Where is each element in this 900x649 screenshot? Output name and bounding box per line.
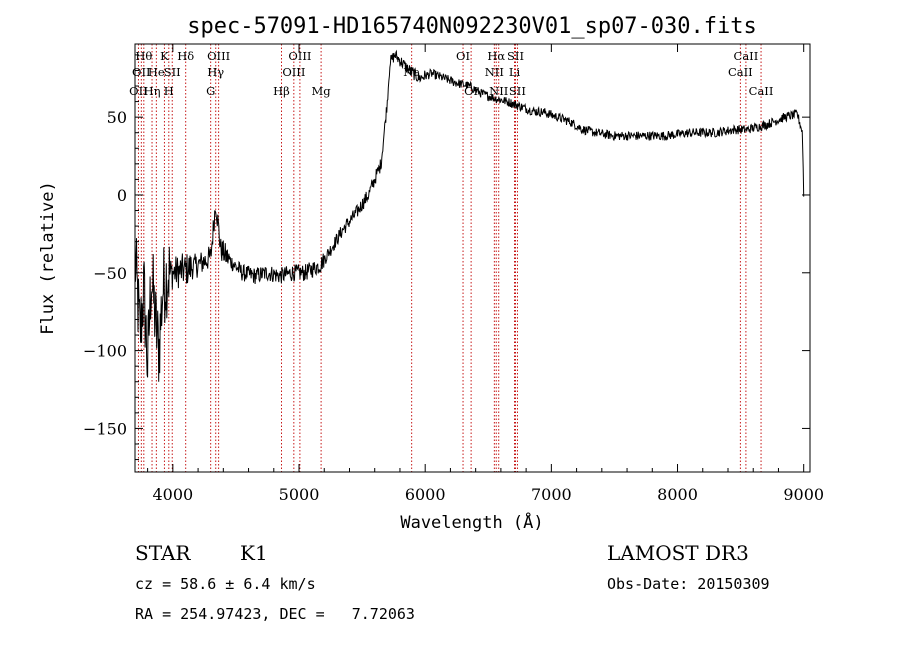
y-tick-label: −150 bbox=[83, 419, 127, 438]
spectral-line-label: Hα bbox=[487, 49, 505, 63]
spectral-line-label: OIII bbox=[207, 49, 230, 63]
spectral-line-label: G bbox=[206, 84, 215, 98]
spectral-line-label: OIII bbox=[282, 65, 305, 79]
spectral-line-label: SII bbox=[164, 65, 181, 79]
spectral-line-label: Mg bbox=[312, 84, 332, 98]
spectral-line-label: NII bbox=[485, 65, 504, 79]
obs-date: Obs-Date: 20150309 bbox=[607, 575, 770, 593]
x-axis-label: Wavelength (Å) bbox=[400, 511, 543, 533]
object-class: STAR bbox=[135, 541, 191, 565]
spectral-line-label: Hη bbox=[144, 84, 161, 98]
x-tick-label: 7000 bbox=[531, 485, 572, 504]
spectral-line-label: SII bbox=[507, 49, 524, 63]
y-axis-label: Flux (relative) bbox=[38, 181, 58, 335]
chart-title: spec-57091-HD165740N092230V01_sp07-030.f… bbox=[187, 14, 757, 39]
spectral-line-label: NII bbox=[489, 84, 508, 98]
spectral-line-label: OII bbox=[129, 84, 148, 98]
x-axis-ticks: 4000 5000 6000 7000 8000 9000 bbox=[147, 44, 824, 504]
x-tick-label: 5000 bbox=[279, 485, 320, 504]
spectral-line-markers bbox=[137, 44, 762, 472]
spectral-line-label: Li bbox=[509, 65, 521, 79]
spectral-line-label: Hθ bbox=[135, 49, 152, 63]
spectral-line-label: CaII bbox=[734, 49, 759, 63]
x-tick-label: 4000 bbox=[152, 485, 193, 504]
spectral-line-label: He bbox=[148, 65, 165, 79]
object-subclass: K1 bbox=[240, 541, 268, 565]
spectral-line-label: K bbox=[160, 49, 169, 63]
spectral-line-label: Hβ bbox=[273, 84, 290, 98]
spectral-line-label: Hγ bbox=[207, 65, 224, 79]
y-tick-label: 50 bbox=[107, 108, 127, 127]
y-tick-label: −100 bbox=[83, 342, 127, 361]
x-tick-label: 9000 bbox=[783, 485, 824, 504]
y-tick-label: −50 bbox=[93, 264, 127, 283]
spectral-line-label: OIII bbox=[288, 49, 311, 63]
survey-name: LAMOST DR3 bbox=[607, 541, 749, 565]
spectral-line-label: SII bbox=[509, 84, 526, 98]
ra-dec-coords: RA = 254.97423, DEC = 7.72063 bbox=[135, 605, 415, 623]
y-axis-ticks: −150 −100 −50 0 50 bbox=[83, 54, 810, 461]
y-tick-label: 0 bbox=[117, 186, 127, 205]
spectral-line-label: CaII bbox=[728, 65, 753, 79]
redshift-cz: cz = 58.6 ± 6.4 km/s bbox=[135, 575, 316, 593]
x-tick-label: 8000 bbox=[657, 485, 698, 504]
spectral-line-label: Hδ bbox=[177, 49, 194, 63]
spectral-line-labels: OIIOIIHθHηHeKHSIIHδGHγOIIIHβOIIIOIIIMgNa… bbox=[129, 49, 773, 98]
spectral-line-label: CaII bbox=[749, 84, 774, 98]
spectral-line-label: OI bbox=[456, 49, 470, 63]
spectral-line-label: H bbox=[164, 84, 174, 98]
plot-frame bbox=[134, 43, 811, 473]
flux-series-line bbox=[134, 49, 805, 382]
spectral-line-label: OII bbox=[132, 65, 151, 79]
x-tick-label: 6000 bbox=[405, 485, 446, 504]
